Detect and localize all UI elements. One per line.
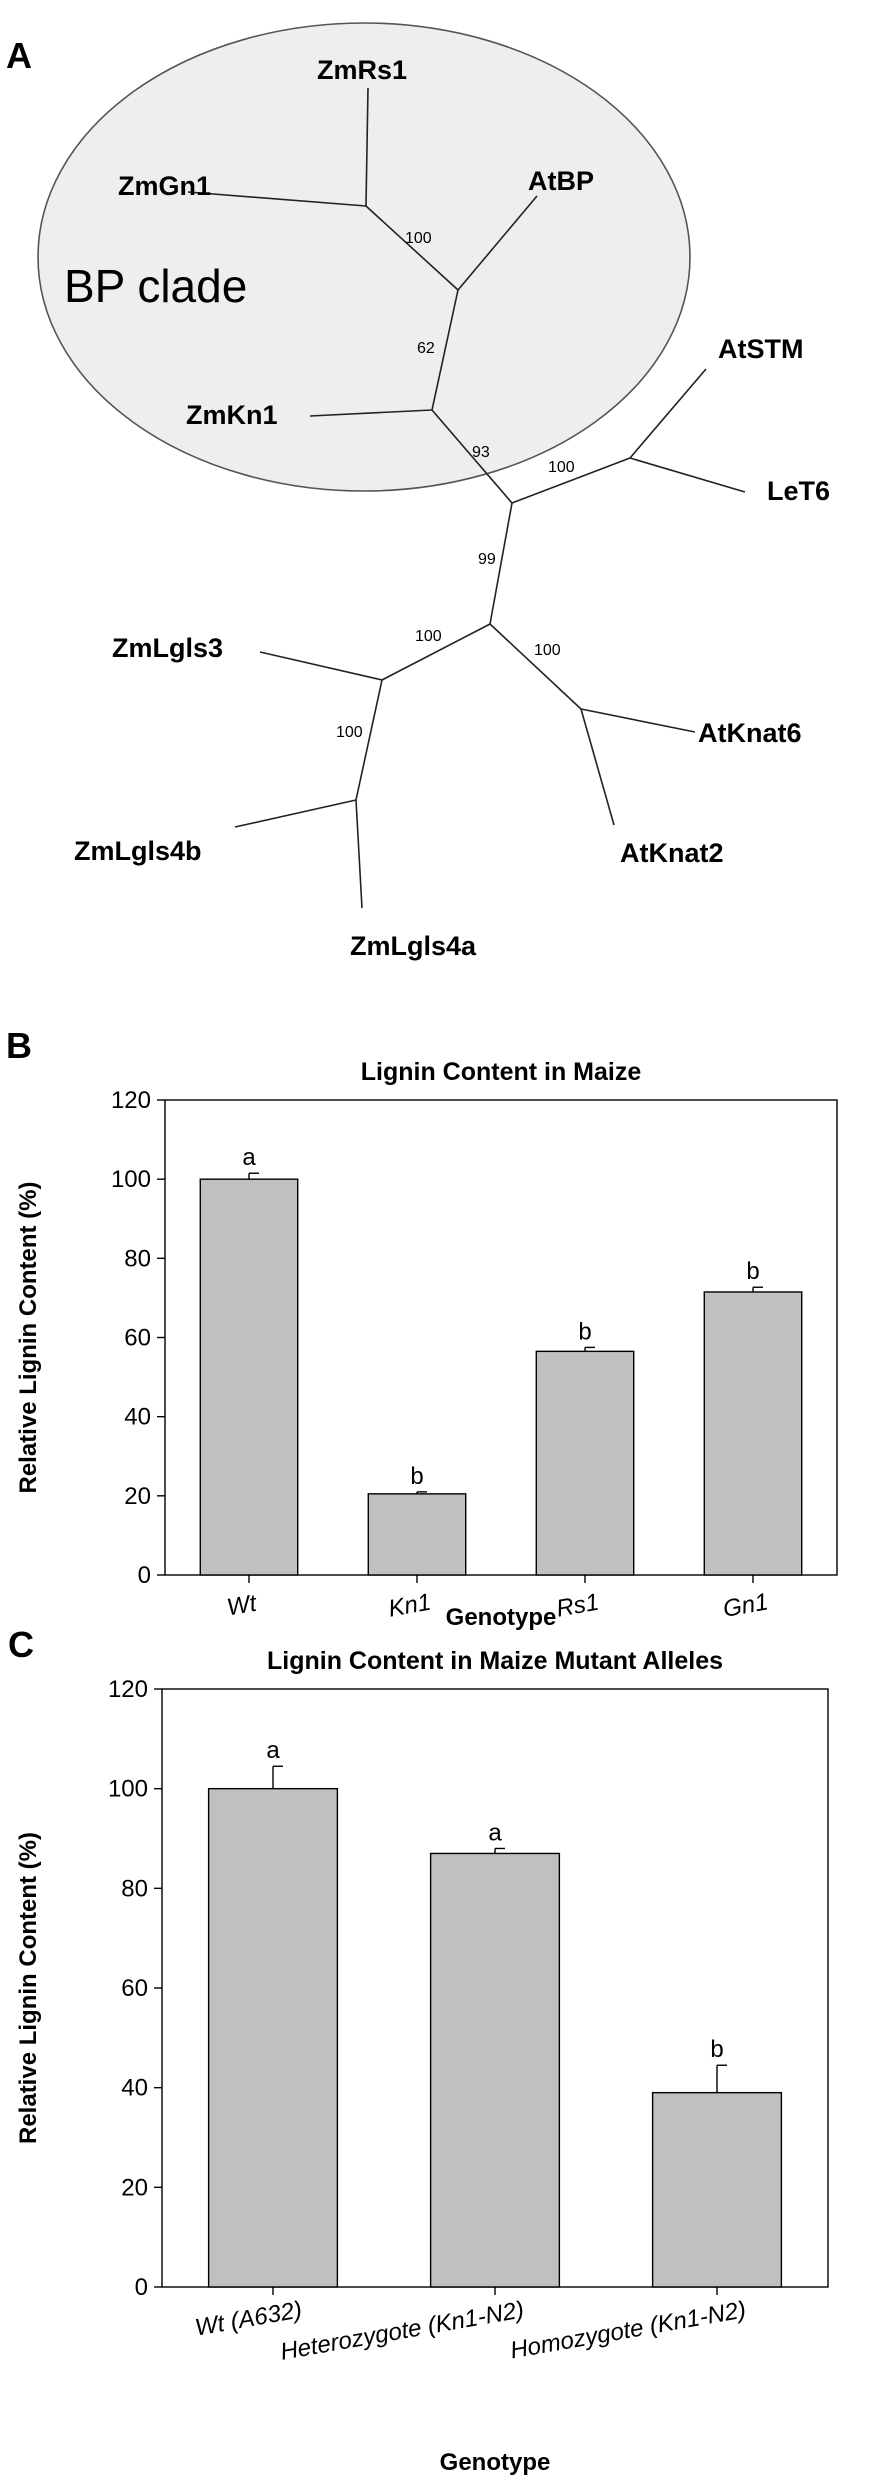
chart-title: Lignin Content in Maize Mutant Alleles xyxy=(267,1647,723,1675)
x-tick-label: Wt (A632) xyxy=(193,2296,304,2341)
y-tick-label: 0 xyxy=(138,1562,151,1589)
leaf-zmrs1: ZmRs1 xyxy=(317,55,407,85)
bootstrap-label: 100 xyxy=(415,628,442,645)
leaf-atstm: AtSTM xyxy=(718,334,803,364)
y-tick-label: 80 xyxy=(121,1875,148,1902)
chart-title: Lignin Content in Maize xyxy=(361,1058,642,1086)
bootstrap-label: 100 xyxy=(534,642,561,659)
leaf-zmgn1: ZmGn1 xyxy=(118,171,211,201)
significance-letter: b xyxy=(410,1463,423,1490)
leaf-zmlgls4a: ZmLgls4a xyxy=(350,931,477,961)
y-tick-label: 40 xyxy=(121,2075,148,2102)
panel-b-letter: B xyxy=(6,1025,32,1066)
y-tick-label: 80 xyxy=(124,1245,151,1272)
leaf-let6: LeT6 xyxy=(767,476,830,506)
bar xyxy=(429,1852,561,2288)
x-tick-label: Wt xyxy=(225,1590,260,1622)
significance-letter: b xyxy=(578,1318,591,1345)
significance-letter: a xyxy=(266,1737,280,1764)
y-tick-label: 100 xyxy=(108,1776,148,1803)
panel-c-letter: C xyxy=(8,1624,34,1665)
bar xyxy=(207,1787,339,2288)
y-tick-label: 100 xyxy=(111,1166,151,1193)
bar xyxy=(535,1350,635,1576)
leaf-atknat2: AtKnat2 xyxy=(620,838,724,868)
significance-letter: b xyxy=(746,1258,759,1285)
bp-clade-label: BP clade xyxy=(64,260,247,312)
y-axis-label: Relative Lignin Content (%) xyxy=(15,1182,42,1494)
y-tick-label: 0 xyxy=(135,2274,148,2301)
bar xyxy=(703,1291,803,1576)
tree-leaf-labels: ZmRs1 ZmGn1 AtBP ZmKn1 AtSTM LeT6 ZmLgls… xyxy=(74,55,830,961)
chart-c: Lignin Content in Maize Mutant Alleles 0 2… xyxy=(15,1647,829,2476)
y-tick-label: 120 xyxy=(111,1087,151,1114)
bootstrap-label: 100 xyxy=(405,230,432,247)
x-tick-label: Kn1 xyxy=(386,1589,433,1623)
y-tick-label: 60 xyxy=(121,1975,148,2002)
leaf-atknat6: AtKnat6 xyxy=(698,718,802,748)
y-tick-label: 20 xyxy=(121,2174,148,2201)
leaf-zmlgls3: ZmLgls3 xyxy=(112,633,223,663)
bar xyxy=(199,1178,299,1576)
y-tick-label: 20 xyxy=(124,1483,151,1510)
bootstrap-label: 100 xyxy=(336,724,363,741)
y-tick-label: 120 xyxy=(108,1676,148,1703)
significance-letter: a xyxy=(242,1144,256,1171)
tree-bootstrap-values: 100 62 93 100 99 100 100 100 xyxy=(336,230,575,741)
tree-branches xyxy=(187,87,746,909)
bar xyxy=(651,2091,783,2288)
x-axis-label: Genotype xyxy=(440,2449,551,2476)
leaf-atbp: AtBP xyxy=(528,166,594,196)
y-axis-label: Relative Lignin Content (%) xyxy=(15,1832,42,2144)
significance-letter: b xyxy=(710,2036,723,2063)
bp-clade-ellipse xyxy=(37,22,691,492)
leaf-zmlgls4b: ZmLgls4b xyxy=(74,836,202,866)
x-axis-label: Genotype xyxy=(446,1604,557,1631)
significance-letter: a xyxy=(488,1819,502,1846)
x-tick-label: Rs1 xyxy=(554,1589,601,1623)
bar xyxy=(367,1493,467,1576)
leaf-zmkn1: ZmKn1 xyxy=(186,400,278,430)
x-tick-label: Homozygote (Kn1-N2) xyxy=(508,2296,748,2364)
y-tick-label: 40 xyxy=(124,1404,151,1431)
bootstrap-label: 93 xyxy=(472,444,490,461)
panel-a-letter: A xyxy=(6,35,32,76)
x-tick-label: Gn1 xyxy=(721,1588,770,1622)
bootstrap-label: 99 xyxy=(478,551,496,568)
y-tick-label: 60 xyxy=(124,1325,151,1352)
x-tick-label: Heterozygote (Kn1-N2) xyxy=(278,2296,526,2365)
bootstrap-label: 62 xyxy=(417,340,435,357)
chart-b: Lignin Content in Maize 0 20 40 60 80 100 120 a W… xyxy=(15,1058,838,1631)
bootstrap-label: 100 xyxy=(548,459,575,476)
